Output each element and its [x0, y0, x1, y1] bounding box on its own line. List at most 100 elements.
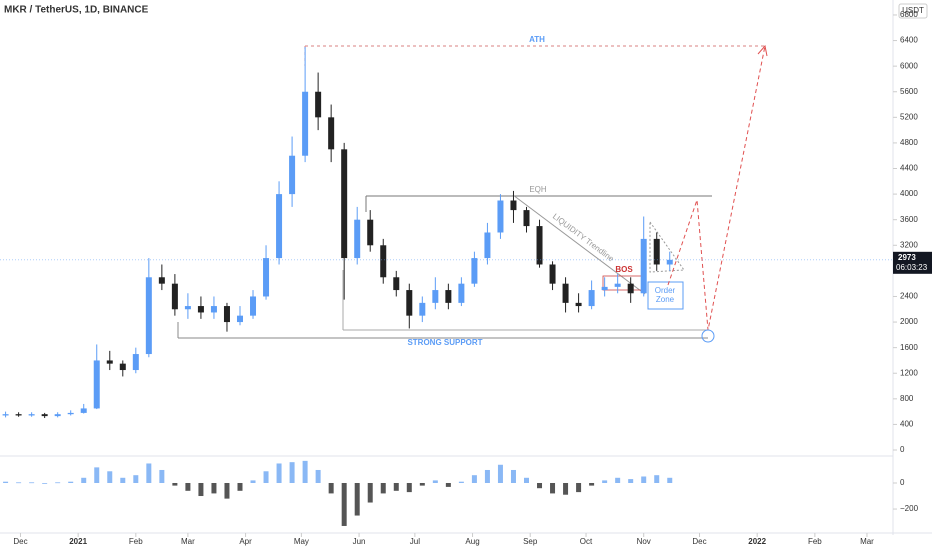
x-tick-label: Feb	[129, 537, 143, 546]
histogram-bar	[445, 482, 451, 487]
candle-body	[223, 306, 230, 323]
y-tick-label: 4000	[900, 189, 918, 198]
bos-label: BOS	[615, 265, 633, 274]
y-tick-label: 800	[900, 394, 914, 403]
y-tick-label: 5200	[900, 112, 918, 121]
histogram-bar	[602, 480, 608, 483]
candle-body	[562, 283, 569, 303]
candle-body	[536, 226, 543, 265]
histogram-bar	[250, 480, 256, 483]
histogram-bar	[16, 482, 22, 484]
y-tick-label: 5600	[900, 87, 918, 96]
histogram-bar	[237, 482, 243, 491]
histogram-bar	[55, 482, 61, 484]
y-tick-label: 6400	[900, 36, 918, 45]
histogram-bar	[263, 471, 269, 483]
histogram-bar	[497, 464, 503, 483]
histogram-bar	[484, 469, 490, 483]
histogram-bar	[589, 482, 595, 486]
histogram-bar	[406, 482, 412, 493]
candle-body	[28, 414, 35, 416]
order-zone-box	[647, 281, 684, 310]
histogram-bar	[159, 469, 165, 483]
histogram-bar	[120, 477, 126, 483]
ath-label: ATH	[529, 35, 545, 44]
histogram-bar	[224, 482, 230, 499]
currency: USDT	[902, 6, 924, 15]
y-tick-label: 6000	[900, 61, 918, 70]
y-tick-label: 1200	[900, 368, 918, 377]
support-label: STRONG SUPPORT	[407, 338, 482, 347]
histogram-bar	[537, 482, 543, 489]
x-tick-label: Dec	[13, 537, 27, 546]
histogram-bar	[146, 463, 152, 483]
histogram-bar	[523, 477, 529, 483]
candle-body	[614, 283, 621, 287]
wedge	[649, 220, 685, 273]
histogram-bar	[393, 482, 399, 491]
histogram-bar	[354, 482, 360, 516]
candle-body	[588, 290, 595, 307]
histogram-bar	[458, 481, 464, 483]
candle-body	[236, 315, 243, 323]
projection-arrow	[757, 44, 768, 57]
candle-body	[367, 219, 374, 246]
y-tick-label: 400	[900, 420, 914, 429]
candle-body	[549, 264, 556, 284]
histogram-bar	[133, 475, 139, 483]
x-tick-label: Aug	[465, 537, 479, 546]
histogram-bar	[3, 481, 9, 483]
candle-body	[354, 219, 361, 259]
histogram-bar	[68, 481, 74, 483]
histogram-bar	[615, 477, 621, 483]
histogram-bar	[341, 482, 347, 526]
x-tick-label: Dec	[692, 537, 706, 546]
candle-body	[197, 306, 204, 313]
histogram-bar	[198, 482, 204, 497]
y-tick-label: 3200	[900, 240, 918, 249]
candle-body	[380, 245, 387, 278]
x-tick-label: May	[294, 537, 309, 546]
candle-body	[458, 283, 465, 303]
x-tick-label: Sep	[523, 537, 538, 546]
candle-body	[627, 283, 634, 294]
candle-body	[106, 360, 113, 364]
y-tick-label: 4400	[900, 164, 918, 173]
target-circle	[701, 329, 715, 343]
y-tick-label: 6800	[900, 10, 918, 19]
candle-body	[341, 149, 348, 259]
candle-body	[93, 360, 100, 409]
x-tick-label: Mar	[860, 537, 874, 546]
candle-body	[2, 414, 9, 416]
histogram-bar	[211, 482, 217, 494]
y-tick-label: 1600	[900, 343, 918, 352]
histogram-bar	[419, 482, 425, 486]
histogram-bar	[510, 469, 516, 483]
candle-body	[67, 412, 74, 415]
order-zone-label: Order	[655, 286, 676, 295]
histogram-bar	[302, 460, 308, 483]
currency-box[interactable]	[898, 3, 928, 19]
x-tick-label: Nov	[637, 537, 651, 546]
candle-body	[315, 91, 322, 118]
candle-body	[575, 302, 582, 307]
x-tick-label: Jun	[353, 537, 366, 546]
histogram-bar	[654, 475, 660, 483]
histogram-bar	[328, 482, 334, 494]
histogram-bar	[367, 482, 373, 503]
candle-body	[484, 232, 491, 259]
order-zone-label: Zone	[656, 295, 675, 304]
y-tick-label: 2400	[900, 292, 918, 301]
y-tick-label: 2000	[900, 317, 918, 326]
candle-body	[276, 194, 283, 259]
x-tick-label: Jul	[410, 537, 420, 546]
x-tick-label: 2022	[748, 537, 766, 546]
histogram-bar	[276, 463, 282, 483]
candle-body	[302, 91, 309, 156]
last-price-label: 2973	[898, 253, 916, 262]
histogram-bar	[628, 479, 634, 483]
candle-body	[653, 238, 660, 265]
x-tick-label: 2021	[69, 537, 87, 546]
